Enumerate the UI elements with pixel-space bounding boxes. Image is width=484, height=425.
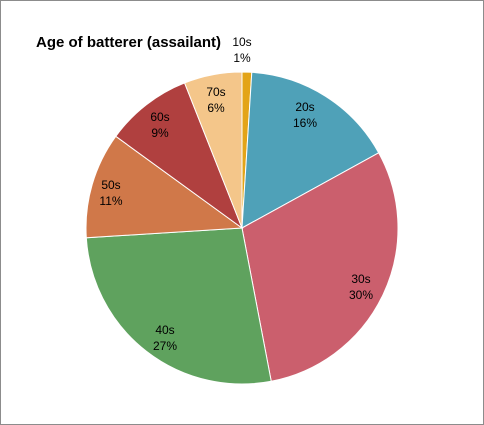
- slice-label-60s: 60s 9%: [150, 110, 169, 140]
- pie-slice-30s: [241, 152, 399, 382]
- slice-percent-20s: 16%: [293, 116, 317, 130]
- slice-percent-70s: 6%: [207, 101, 225, 115]
- slice-labels: 10s 1%20s 16%30s 30%40s 27%50s 11%60s 9%70s 6%: [99, 35, 373, 353]
- pie-slice-40s: [85, 227, 272, 385]
- slice-label-40s: 40s 27%: [153, 323, 177, 353]
- slice-category-50s: 50s: [101, 178, 120, 192]
- pie-slice-60s: [115, 82, 244, 230]
- slice-percent-50s: 11%: [99, 194, 122, 208]
- slice-category-30s: 30s: [351, 272, 370, 286]
- pie-slice-70s: [183, 71, 243, 229]
- slice-percent-60s: 9%: [151, 126, 169, 140]
- pie-slice-50s: [85, 135, 244, 239]
- slice-category-60s: 60s: [150, 110, 169, 124]
- slice-label-10s: 10s 1%: [232, 35, 251, 65]
- slice-percent-40s: 27%: [153, 339, 177, 353]
- slice-label-50s: 50s 11%: [99, 178, 122, 208]
- slice-label-30s: 30s 30%: [349, 272, 373, 302]
- pie-slice-20s: [241, 71, 380, 229]
- slice-percent-30s: 30%: [349, 288, 373, 302]
- slice-category-40s: 40s: [155, 323, 174, 337]
- slice-label-20s: 20s 16%: [293, 100, 317, 130]
- slice-category-70s: 70s: [206, 85, 225, 99]
- slice-percent-10s: 1%: [233, 51, 251, 65]
- slice-category-10s: 10s: [232, 35, 251, 49]
- chart-title: Age of batterer (assailant): [36, 34, 222, 51]
- slice-label-70s: 70s 6%: [206, 85, 225, 115]
- pie-slices: [85, 71, 399, 385]
- slice-category-20s: 20s: [295, 100, 314, 114]
